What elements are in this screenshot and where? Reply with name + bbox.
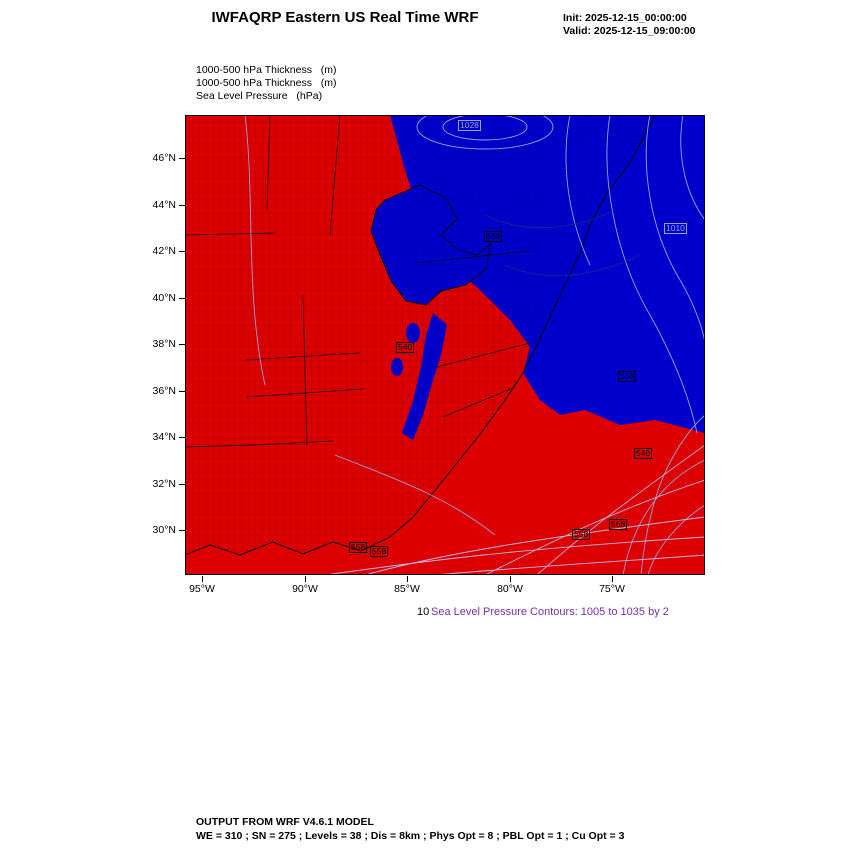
field-legend: 1000-500 hPa Thickness (m) 1000-500 hPa … [196, 64, 336, 103]
weather-map [184, 104, 706, 576]
contour-label: 558 [370, 546, 389, 557]
x-tick-label: 95°W [189, 583, 215, 595]
y-tick [179, 158, 185, 159]
contour-label: 538 [618, 371, 637, 382]
legend-thickness-1: 1000-500 hPa Thickness (m) [196, 64, 337, 76]
contour-label: 1010 [664, 223, 687, 234]
coastline [184, 114, 656, 556]
footer-config-line: WE = 310 ; SN = 275 ; Levels = 38 ; Dis … [196, 830, 625, 842]
legend-slp: Sea Level Pressure (hPa) [196, 90, 323, 102]
x-tick-label: 90°W [292, 583, 318, 595]
y-tick [179, 298, 185, 299]
y-tick-label: 42°N [152, 245, 176, 257]
valid-time: Valid: 2025-12-15_09:00:00 [563, 25, 696, 37]
y-tick-label: 38°N [152, 338, 176, 350]
contour-label: 546 [634, 448, 653, 459]
page-title: IWFAQRP Eastern US Real Time WRF [211, 9, 479, 26]
x-tick [612, 576, 613, 582]
x-tick-label: 80°W [497, 583, 523, 595]
y-tick [179, 251, 185, 252]
y-tick [179, 437, 185, 438]
y-tick [179, 530, 185, 531]
run-metadata: Init: 2025-12-15_00:00:00 Valid: 2025-12… [563, 12, 696, 38]
y-tick-label: 46°N [152, 152, 176, 164]
x-tick-label: 85°W [394, 583, 420, 595]
x-tick [510, 576, 511, 582]
map-border [185, 115, 705, 575]
model-footer: OUTPUT FROM WRF V4.6.1 MODEL WE = 310 ; … [196, 815, 624, 843]
y-tick-label: 44°N [152, 199, 176, 211]
contour-label: 568 [609, 519, 628, 530]
init-time: Init: 2025-12-15_00:00:00 [563, 12, 687, 24]
caption-fragment: 10 [417, 606, 430, 618]
y-tick-label: 40°N [152, 292, 176, 304]
y-tick [179, 391, 185, 392]
x-tick [202, 576, 203, 582]
map-panel: 1028 1010 534 540 538 546 568 558 558 55… [184, 104, 706, 576]
y-tick [179, 484, 185, 485]
thickness-contours [324, 209, 706, 576]
legend-thickness-2: 1000-500 hPa Thickness (m) [196, 77, 337, 89]
lakes-outline [370, 184, 492, 306]
x-tick [305, 576, 306, 582]
contour-label: 540 [396, 342, 415, 353]
y-tick-label: 30°N [152, 524, 176, 536]
y-tick [179, 344, 185, 345]
contour-label: 534 [484, 231, 503, 242]
contour-label: 558 [349, 542, 368, 553]
y-tick-label: 32°N [152, 478, 176, 490]
y-tick [179, 205, 185, 206]
y-tick-label: 34°N [152, 431, 176, 443]
x-tick [407, 576, 408, 582]
x-tick-label: 75°W [599, 583, 625, 595]
contour-label: 558 [572, 529, 591, 540]
footer-model-line: OUTPUT FROM WRF V4.6.1 MODEL [196, 816, 374, 828]
y-tick-label: 36°N [152, 385, 176, 397]
contour-label: 1028 [458, 120, 481, 131]
county-outlines [185, 115, 655, 555]
state-borders [184, 114, 531, 448]
slp-contour-caption: Sea Level Pressure Contours: 1005 to 103… [431, 606, 669, 618]
